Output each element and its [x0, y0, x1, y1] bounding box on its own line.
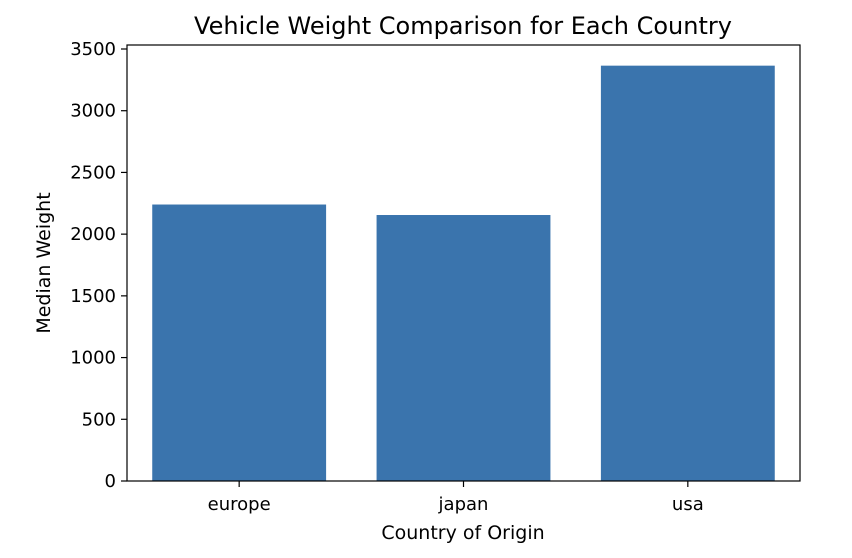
y-axis-label: Median Weight [33, 192, 55, 333]
y-tick-label-1500: 1500 [70, 286, 116, 307]
plot-frame [126, 44, 801, 482]
bars-group [152, 65, 775, 481]
bar-europe [152, 204, 327, 481]
y-tick-label-0: 0 [105, 471, 116, 492]
y-axis: 0 500 1000 1500 2000 2500 3000 3500 [70, 39, 127, 492]
bar-japan [376, 215, 551, 481]
y-tick-label-2000: 2000 [70, 224, 116, 245]
x-axis: europe japan usa [208, 481, 704, 515]
y-tick-label-500: 500 [82, 409, 116, 430]
x-tick-label-usa: usa [672, 494, 704, 515]
x-tick-label-europe: europe [208, 494, 271, 515]
chart-title: Vehicle Weight Comparison for Each Count… [194, 12, 732, 40]
y-tick-label-3500: 3500 [70, 39, 116, 60]
y-tick-label-1000: 1000 [70, 348, 116, 369]
x-axis-label: Country of Origin [381, 522, 544, 544]
y-tick-label-2500: 2500 [70, 162, 116, 183]
x-tick-label-japan: japan [438, 494, 489, 515]
bar-usa [600, 65, 775, 481]
y-tick-label-3000: 3000 [70, 101, 116, 122]
